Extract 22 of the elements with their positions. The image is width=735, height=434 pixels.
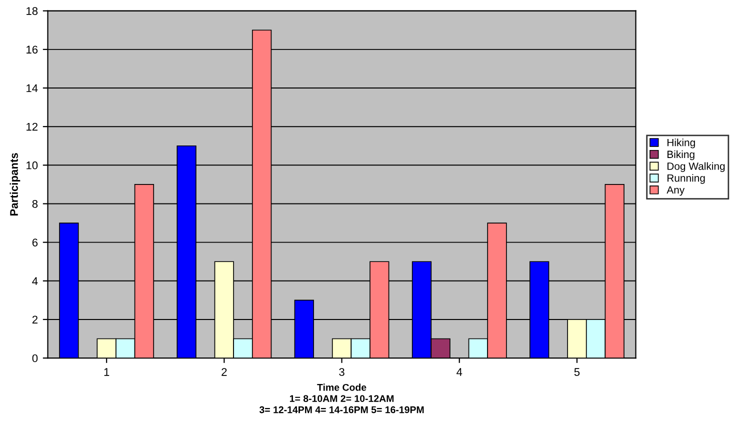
x-tick-label: 2	[222, 368, 227, 376]
legend-label: Running	[668, 174, 705, 184]
y-tick-label: 12	[26, 122, 38, 131]
y-tick-label: 4	[32, 277, 38, 285]
legend-label: Any	[666, 186, 685, 196]
legend-label: Hiking	[668, 138, 695, 148]
x-axis-title: Time Code 1= 8-10AM 2= 10-12AM 3= 12-14PM 4= 14-16PM 5= 16-19PM	[259, 384, 424, 414]
x-tick-label: 5	[574, 368, 580, 376]
y-tick-label: 2	[32, 316, 38, 324]
y-tick-label: 10	[26, 161, 38, 170]
legend-label: Dog Walking	[668, 162, 725, 172]
x-tick-label: 4	[456, 368, 462, 376]
y-tick-label: 6	[32, 238, 38, 246]
y-tick-label: 8	[32, 200, 38, 208]
y-axis-title: Participants	[10, 153, 20, 216]
legend-label: Biking	[668, 150, 694, 160]
y-tick-label: 0	[32, 354, 38, 362]
x-tick-label: 3	[339, 368, 344, 376]
y-tick-label: 18	[26, 7, 38, 15]
x-tick-label: 1	[104, 368, 110, 376]
y-tick-label: 16	[26, 46, 38, 54]
y-tick-label: 14	[26, 84, 38, 92]
